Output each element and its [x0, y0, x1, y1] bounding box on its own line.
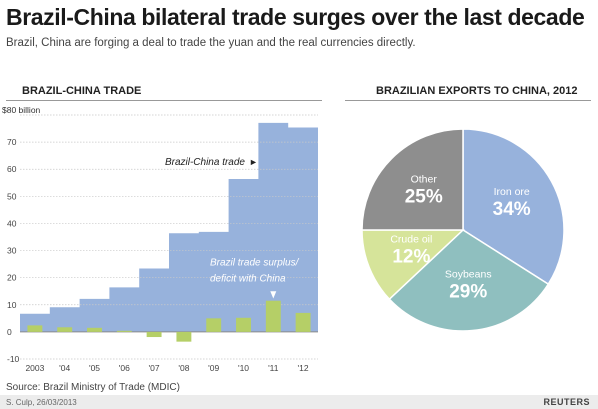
x-tick-label: '07: [149, 363, 160, 373]
x-tick-label: '05: [89, 363, 100, 373]
pie-value-other: 25%: [405, 187, 443, 208]
surplus-label-line-1: Brazil trade surplus/: [210, 257, 300, 268]
trade-area: [20, 122, 318, 332]
surplus-bar: [87, 327, 102, 332]
y-tick-label: -10: [7, 354, 20, 364]
pie-label-crude-oil: Crude oil: [390, 233, 432, 245]
x-tick-label: 2003: [25, 363, 44, 373]
surplus-bar: [116, 330, 132, 332]
surplus-bar: [295, 312, 311, 332]
pie-value-soybeans: 29%: [449, 281, 487, 302]
surplus-bar: [206, 318, 222, 332]
y-tick-label: 0: [7, 327, 12, 337]
y-tick-label: 60: [7, 164, 17, 174]
x-tick-label: '12: [298, 363, 309, 373]
headline: Brazil-China bilateral trade surges over…: [6, 4, 585, 30]
surplus-bar: [146, 331, 162, 338]
source-note: Source: Brazil Ministry of Trade (MDIC): [6, 382, 180, 393]
trade-label-arrow: ►: [249, 157, 258, 167]
surplus-bar: [176, 331, 192, 342]
x-tick-label: '11: [268, 363, 279, 373]
y-axis-top-label: $80 billion: [2, 105, 41, 115]
y-tick-label: 50: [7, 191, 17, 201]
y-tick-label: 20: [7, 273, 17, 283]
x-tick-label: '08: [178, 363, 189, 373]
trade-chart: -10 0 10 20 30 40 50 60 70 $80 billion 2003 '04 '05 '…: [2, 105, 318, 373]
pie-label-iron-ore: Iron ore: [494, 186, 530, 198]
x-tick-label: '09: [208, 363, 219, 373]
exports-chart-title: BRAZILIAN EXPORTS TO CHINA, 2012: [376, 85, 578, 97]
x-tick-label: '06: [119, 363, 130, 373]
surplus-bar: [265, 300, 281, 332]
pie-label-other: Other: [411, 174, 438, 186]
subheadline: Brazil, China are forging a deal to trad…: [6, 37, 416, 49]
surplus-bar: [236, 317, 251, 332]
exports-chart-title-rule: [345, 100, 591, 101]
y-tick-label: 30: [7, 246, 17, 256]
footer-bar: [0, 395, 598, 409]
trade-chart-title: BRAZIL-CHINA TRADE: [22, 85, 142, 97]
y-tick-label: 40: [7, 218, 17, 228]
surplus-bar: [27, 325, 43, 332]
trade-chart-title-rule: [6, 100, 322, 101]
x-tick-label: '10: [238, 363, 249, 373]
pie-label-soybeans: Soybeans: [445, 268, 492, 280]
pie-value-iron-ore: 34%: [493, 199, 531, 220]
pie-value-crude-oil: 12%: [392, 246, 430, 267]
trade-series-label: Brazil-China trade: [165, 157, 245, 168]
y-tick-label: 70: [7, 137, 17, 147]
x-tick-label: '04: [59, 363, 70, 373]
y-tick-label: 10: [7, 300, 17, 310]
pie-slice-other: [361, 128, 464, 231]
pie-slice-crude-oil: [361, 229, 465, 301]
surplus-label-line-2: deficit with China: [210, 274, 286, 285]
reuters-logo: REUTERS: [543, 397, 590, 407]
pie-slice-soybeans: [388, 229, 550, 332]
surplus-label-pointer: [270, 291, 277, 299]
surplus-bar: [57, 327, 73, 332]
credit-note: S. Culp, 26/03/2013: [6, 398, 77, 407]
